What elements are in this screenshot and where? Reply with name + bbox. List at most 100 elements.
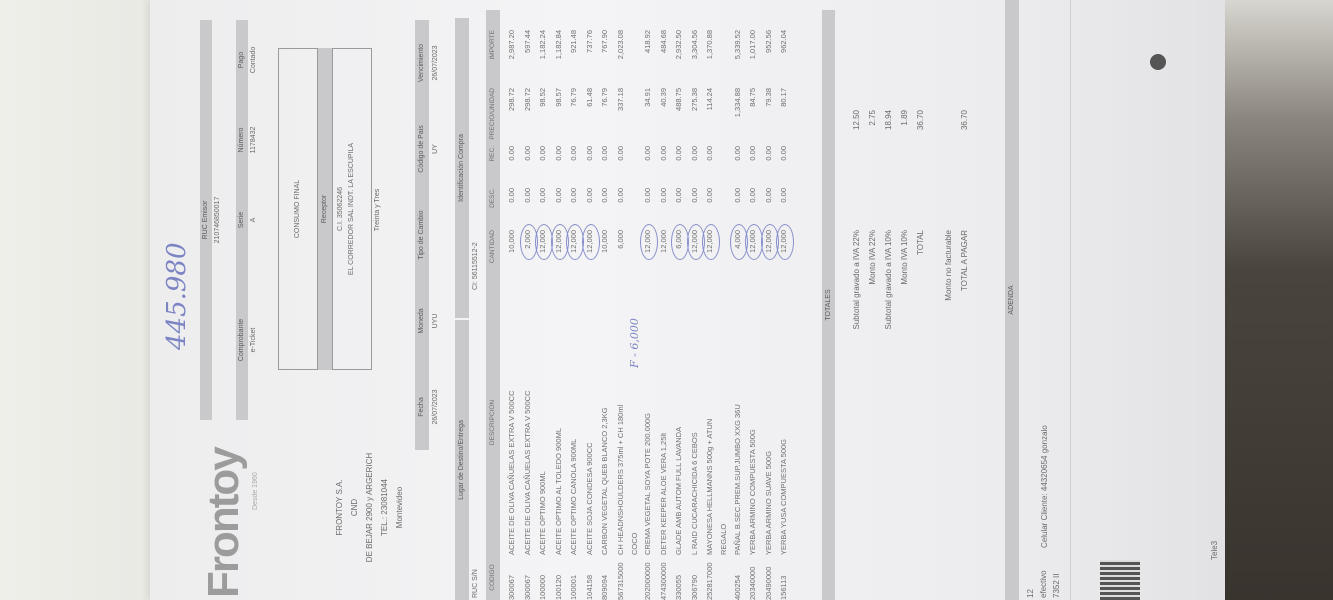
- cell-code: 809094: [600, 574, 610, 600]
- cell-code: 330055: [674, 574, 684, 600]
- cell-price: 34.91: [643, 88, 653, 107]
- adenda-bar: ADENDA: [1005, 0, 1019, 600]
- cell-r: 0.00: [705, 146, 715, 161]
- adenda-text: Celular Cliente: 44320654 gonzalo: [1040, 425, 1049, 548]
- buyer-box: CONSUMO FINAL: [278, 48, 318, 370]
- cell-code: 20490000: [763, 566, 773, 600]
- destino-label: Lugar de Destino/Entrega: [455, 320, 469, 600]
- cell-amount: 418.92: [643, 30, 653, 53]
- cell-desc: DETER KEEPER ALOE VERA 1,25lt: [658, 432, 668, 555]
- cell-d: 0.00: [507, 188, 517, 203]
- cell-desc: CARBON VEGETAL QUEB BLANCO 2,3KG: [600, 407, 610, 555]
- totals-value: 36.70: [959, 110, 969, 131]
- ci-receptor: CI: 56115512-2: [472, 242, 479, 290]
- cell-price: 114.24: [705, 88, 715, 111]
- cell-desc: L RAID CUCARACHICIDA 6 CEBOS: [689, 432, 699, 555]
- doc-values: e-Ticket A 1178432 Contado: [250, 20, 257, 420]
- cell-qty: 12,000: [566, 224, 585, 290]
- info-label: Fecha: [418, 397, 425, 417]
- totals-line: Subtotal gravado a IVA 10% 18.94: [880, 110, 896, 490]
- fragment: efectivo: [1039, 570, 1048, 598]
- cell-desc: MAYONESA HELLMANNS 500g + ATUN: [705, 418, 715, 555]
- background-table: [1225, 0, 1333, 600]
- col-header: PRECIO/UNIDAD: [489, 88, 496, 140]
- table-row: 100000 ACEITE OPTIMO 900ML 12,000 0.00 0.00 9…: [535, 10, 554, 600]
- info-value: UY: [432, 144, 439, 154]
- totals-line: Monto IVA 10% 1.89: [896, 110, 912, 490]
- cell-desc: CREMA VEGETAL SOYA POTE 200.000G: [643, 412, 653, 555]
- ident-compra-label: Identificación Compra: [455, 18, 469, 318]
- doc-label: Pago: [238, 51, 245, 69]
- cell-code: 300067: [507, 574, 517, 600]
- cell-desc: ACEITE OPTIMO CANOLA 900ML: [569, 438, 579, 555]
- receipt-sheet: Frontoy Desde 1960 445.980 FRONTOY S.A. …: [150, 0, 1225, 600]
- cell-price: 79.38: [763, 88, 773, 107]
- totals-value: 18.94: [883, 110, 893, 131]
- cell-amount: 3,304.56: [689, 30, 699, 60]
- stamp-icon: [1150, 54, 1166, 70]
- cell-r: 0.00: [522, 146, 532, 161]
- col-header: CANTIDAD: [489, 230, 496, 264]
- totals-label: TOTAL A PAGAR: [959, 230, 969, 292]
- cell-code: 252817000: [705, 562, 715, 600]
- table-row: 400254 PAÑAL B.SEC.PREM.SUP.JUMBO XXG 36U…: [729, 10, 748, 600]
- table-row: 474300000 DETER KEEPER ALOE VERA 1,25lt 12…: [656, 10, 672, 600]
- totals-label: Monto IVA 10%: [899, 230, 909, 285]
- cell-code: 100120: [553, 574, 563, 600]
- receptor-city: Treinta y Tres: [374, 188, 381, 232]
- cell-r: 0.00: [615, 146, 625, 161]
- ruc-receptor: RUC S/N: [472, 569, 479, 598]
- totals-label: Subtotal gravado a IVA 10%: [883, 230, 893, 330]
- totals-label: TOTAL: [915, 230, 925, 256]
- col-header: DESCRIPCION: [489, 399, 496, 446]
- cell-amount: 952.56: [763, 30, 773, 53]
- table-row: 100120 ACEITE OPTIMO AL TOLEDO 900ML 12,00…: [550, 10, 569, 600]
- cell-r: 0.00: [689, 146, 699, 161]
- cell-qty: 4,000: [729, 224, 748, 290]
- col-header: CODIGO: [489, 564, 496, 591]
- table-row-continuation: COCO: [628, 10, 640, 600]
- cell-amount: 1,017.00: [748, 30, 758, 60]
- doc-label: Número: [238, 127, 245, 153]
- cell-code: 306790: [689, 574, 699, 600]
- cell-r: 0.00: [658, 146, 668, 161]
- table-row: 104158 ACEITE SOJA CONDESA 900CC 12,000 0.0…: [581, 10, 600, 600]
- cell-price: 98.52: [538, 88, 548, 107]
- info-value: UYU: [432, 313, 439, 329]
- cell-desc: CH HEADNSHOULDERS 375ml + CH 180ml: [615, 404, 625, 555]
- cell-r: 0.00: [600, 146, 610, 161]
- cell-amount: 597.44: [522, 30, 532, 53]
- cell-qty: 6,000: [615, 230, 625, 249]
- cell-price: 98.57: [553, 88, 563, 107]
- cell-price: 275.38: [689, 88, 699, 111]
- divider: [1070, 0, 1071, 600]
- cell-desc: GLADE AMB AUTOM FULL LAVANDA: [674, 426, 684, 555]
- cell-d: 0.00: [600, 188, 610, 203]
- receipt-paper: Frontoy Desde 1960 445.980 FRONTOY S.A. …: [150, 0, 1225, 600]
- logo-subtitle: Desde 1960: [252, 472, 259, 510]
- totals-line: Monto no facturable: [940, 110, 956, 490]
- cell-qty: 2,000: [519, 224, 538, 290]
- cell-qty: 10,000: [600, 230, 610, 253]
- table-row: 252817000 MAYONESA HELLMANNS 500g + ATUN 1…: [702, 10, 721, 600]
- cell-r: 0.00: [763, 146, 773, 161]
- cell-amount: 962.04: [779, 30, 789, 53]
- info-label: Código de Pais: [418, 125, 425, 173]
- company-address: DE BEJAR 2900 y ARGERICH: [365, 452, 374, 563]
- cell-code: 202000000: [643, 562, 653, 600]
- totals-line: TOTAL A PAGAR 36.70: [956, 110, 972, 490]
- cell-amount: 1,182.24: [538, 30, 548, 60]
- receptor-address: EL CORREDOR SAL INDT. LA ESCUPILA: [348, 142, 355, 276]
- doc-labels-bar: Comprobante Serie Número Pago: [236, 20, 248, 420]
- cell-price: 298.72: [522, 88, 532, 111]
- cell-price: 40.39: [658, 88, 668, 107]
- cell-amount: 767.90: [600, 30, 610, 53]
- totals-label: Subtotal gravado a IVA 22%: [851, 230, 861, 330]
- table-header: CODIGO DESCRIPCION CANTIDAD DESC. REC. P…: [486, 10, 500, 600]
- cell-qty: 10,000: [507, 230, 517, 253]
- totals-value: 2.75: [867, 110, 877, 126]
- info-value: 26/07/2023: [432, 45, 439, 81]
- cell-code: 100000: [538, 574, 548, 600]
- fragment: 7352 II: [1052, 573, 1061, 598]
- cell-r: 0.00: [569, 146, 579, 161]
